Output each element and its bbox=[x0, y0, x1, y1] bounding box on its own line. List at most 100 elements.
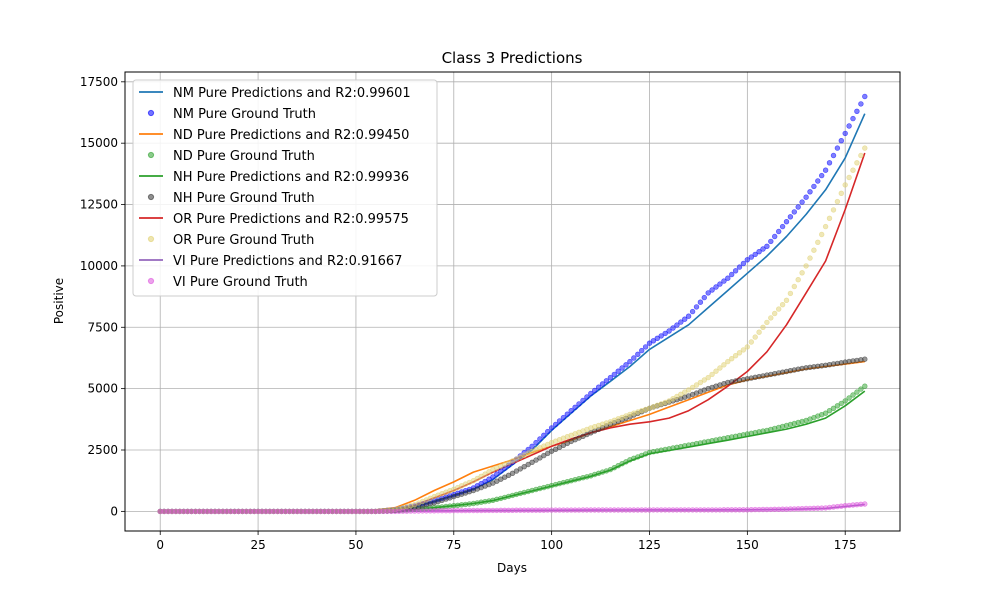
legend-label: OR Pure Ground Truth bbox=[173, 233, 314, 248]
legend-label: VI Pure Predictions and R2:0.91667 bbox=[173, 254, 402, 269]
y-tick-label: 2500 bbox=[87, 443, 118, 457]
data-point bbox=[654, 335, 660, 341]
data-point bbox=[842, 130, 848, 137]
data-point bbox=[572, 404, 578, 410]
data-point bbox=[811, 183, 817, 190]
data-point bbox=[854, 108, 860, 115]
legend-item: OR Pure Ground Truth bbox=[147, 233, 314, 248]
data-point bbox=[862, 145, 868, 151]
data-point bbox=[732, 353, 739, 359]
data-point bbox=[638, 347, 645, 354]
data-point bbox=[803, 263, 809, 269]
data-point bbox=[646, 340, 653, 346]
legend-label: OR Pure Predictions and R2:0.99575 bbox=[173, 212, 409, 227]
data-point bbox=[494, 471, 500, 477]
data-point bbox=[834, 198, 841, 205]
chart-title: Class 3 Predictions bbox=[442, 49, 583, 67]
data-point bbox=[744, 257, 750, 263]
data-point bbox=[564, 411, 570, 417]
data-point bbox=[834, 145, 841, 151]
data-point bbox=[728, 356, 735, 362]
y-tick-label: 15000 bbox=[80, 136, 118, 150]
data-point bbox=[736, 264, 743, 270]
legend-item: ND Pure Ground Truth bbox=[147, 149, 315, 164]
data-point bbox=[799, 270, 805, 276]
data-point bbox=[533, 439, 539, 446]
data-point bbox=[818, 231, 825, 238]
data-point bbox=[748, 254, 754, 260]
data-point bbox=[830, 152, 837, 159]
y-tick-label: 12500 bbox=[80, 198, 118, 212]
data-point bbox=[693, 304, 700, 310]
legend-label: ND Pure Ground Truth bbox=[173, 149, 315, 164]
data-point bbox=[846, 395, 852, 401]
legend-item: NH Pure Predictions and R2:0.99936 bbox=[139, 170, 409, 185]
legend-label: NH Pure Predictions and R2:0.99936 bbox=[173, 170, 409, 185]
data-point bbox=[728, 271, 735, 278]
data-point bbox=[537, 455, 543, 461]
legend-label: VI Pure Ground Truth bbox=[173, 275, 308, 290]
data-point bbox=[670, 325, 676, 331]
data-point bbox=[858, 152, 864, 159]
data-point bbox=[807, 189, 813, 195]
data-point bbox=[795, 277, 801, 283]
data-point bbox=[822, 223, 829, 230]
series-layer bbox=[157, 93, 868, 515]
data-point bbox=[846, 123, 852, 129]
data-point bbox=[862, 93, 868, 100]
data-point bbox=[815, 239, 821, 246]
data-point bbox=[799, 199, 805, 205]
data-point bbox=[779, 302, 786, 308]
data-point bbox=[740, 260, 747, 267]
data-point bbox=[713, 368, 719, 374]
data-point bbox=[732, 268, 739, 274]
data-point bbox=[580, 397, 586, 404]
y-tick-label: 17500 bbox=[80, 75, 118, 89]
legend-marker-swatch bbox=[147, 193, 155, 201]
data-point bbox=[862, 383, 868, 389]
data-point bbox=[850, 392, 856, 398]
data-point bbox=[752, 251, 758, 258]
x-tick-label: 125 bbox=[638, 538, 661, 552]
data-point bbox=[826, 408, 833, 414]
data-point bbox=[783, 219, 790, 225]
data-point bbox=[709, 287, 715, 293]
data-point bbox=[607, 374, 614, 381]
data-point bbox=[681, 316, 688, 322]
plot-frame bbox=[124, 71, 901, 532]
data-point bbox=[771, 233, 778, 240]
legend-label: NH Pure Ground Truth bbox=[173, 191, 315, 206]
x-tick-label: 75 bbox=[446, 538, 461, 552]
legend-label: NM Pure Ground Truth bbox=[173, 107, 316, 122]
data-point bbox=[822, 410, 829, 416]
data-point bbox=[842, 398, 848, 404]
data-point bbox=[713, 284, 719, 290]
data-point bbox=[556, 418, 563, 424]
data-point bbox=[791, 283, 797, 290]
data-point bbox=[768, 238, 774, 245]
legend-label: ND Pure Predictions and R2:0.99450 bbox=[173, 128, 409, 143]
data-point bbox=[685, 387, 692, 393]
data-point bbox=[834, 403, 841, 409]
x-tick-label: 150 bbox=[736, 538, 759, 552]
data-point bbox=[701, 294, 707, 301]
y-tick-label: 7500 bbox=[87, 320, 118, 334]
data-point bbox=[595, 384, 602, 390]
data-point bbox=[705, 374, 711, 381]
data-point bbox=[725, 275, 731, 281]
data-point bbox=[756, 249, 762, 255]
legend-marker-swatch bbox=[147, 151, 155, 159]
y-tick-label: 0 bbox=[110, 504, 118, 518]
data-point bbox=[795, 204, 801, 210]
data-point bbox=[693, 382, 700, 388]
data-point bbox=[815, 178, 821, 184]
data-point bbox=[560, 414, 567, 421]
data-point bbox=[838, 400, 844, 407]
data-point bbox=[627, 358, 633, 365]
data-point bbox=[775, 228, 782, 235]
data-point bbox=[619, 365, 625, 371]
data-point bbox=[862, 356, 868, 362]
data-point bbox=[744, 344, 750, 350]
data-point bbox=[779, 223, 786, 230]
